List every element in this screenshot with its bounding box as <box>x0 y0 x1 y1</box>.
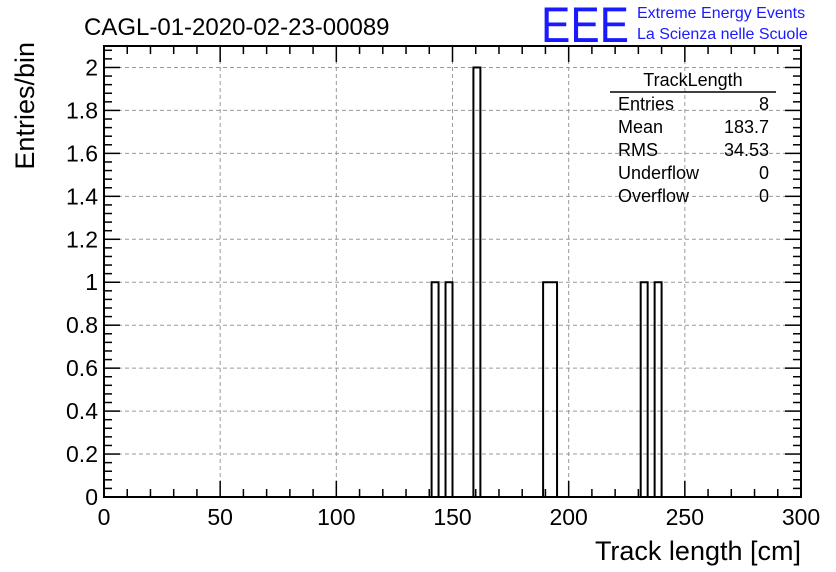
y-tick-label: 0 <box>85 484 98 510</box>
y-tick-label: 0.2 <box>66 441 98 467</box>
logo-line-1: Extreme Energy Events <box>637 5 805 22</box>
histogram-bar <box>653 281 663 498</box>
logo-line-2: La Scienza nelle Scuole <box>637 26 808 43</box>
y-tick-label: 1.6 <box>66 140 98 166</box>
stats-value-overflow: 0 <box>759 186 769 206</box>
stats-label-rms: RMS <box>618 140 658 160</box>
stats-value-mean: 183.7 <box>724 117 769 137</box>
run-title: CAGL-01-2020-02-23-00089 <box>84 14 390 41</box>
y-tick-label: 1.2 <box>66 226 98 252</box>
y-tick-label: 0.4 <box>66 398 98 424</box>
x-tick-label: 250 <box>666 504 704 530</box>
stats-label-mean: Mean <box>618 117 663 137</box>
histogram-bar <box>430 281 440 498</box>
x-tick-label: 300 <box>782 504 820 530</box>
stats-value-entries: 8 <box>759 94 769 114</box>
y-tick-label: 1 <box>85 269 98 295</box>
stats-label-underflow: Underflow <box>618 163 700 183</box>
stats-value-rms: 34.53 <box>724 140 769 160</box>
stats-label-entries: Entries <box>618 94 674 114</box>
x-axis: 0 50 100 150 200 250 300 <box>98 46 820 530</box>
x-tick-label: 100 <box>317 504 355 530</box>
y-axis-title: Entries/bin <box>10 42 40 170</box>
eee-logo: EEE Extreme Energy Events La Scienza nel… <box>541 0 808 53</box>
stats-box-title: TrackLength <box>643 70 742 90</box>
y-tick-label: 0.8 <box>66 312 98 338</box>
y-tick-label: 1.8 <box>66 97 98 123</box>
stats-value-underflow: 0 <box>759 163 769 183</box>
x-tick-label: 50 <box>207 504 233 530</box>
stats-label-overflow: Overflow <box>618 186 690 206</box>
logo-letters: EEE <box>541 0 629 53</box>
histogram-bar <box>444 281 454 498</box>
grid-lines <box>104 46 801 497</box>
x-tick-label: 0 <box>98 504 111 530</box>
histogram-bar <box>542 281 559 498</box>
y-axis: 0 0.2 0.4 0.6 0.8 1 1.2 1.4 1.6 1.8 2 <box>66 49 801 510</box>
y-tick-label: 2 <box>85 54 98 80</box>
stats-box: TrackLength Entries 8 Mean 183.7 RMS 34.… <box>610 70 776 206</box>
x-tick-label: 150 <box>433 504 471 530</box>
x-axis-title: Track length [cm] <box>595 536 801 566</box>
x-tick-label: 200 <box>549 504 587 530</box>
y-tick-label: 1.4 <box>66 183 98 209</box>
histogram-bar <box>639 281 649 498</box>
y-tick-label: 0.6 <box>66 355 98 381</box>
